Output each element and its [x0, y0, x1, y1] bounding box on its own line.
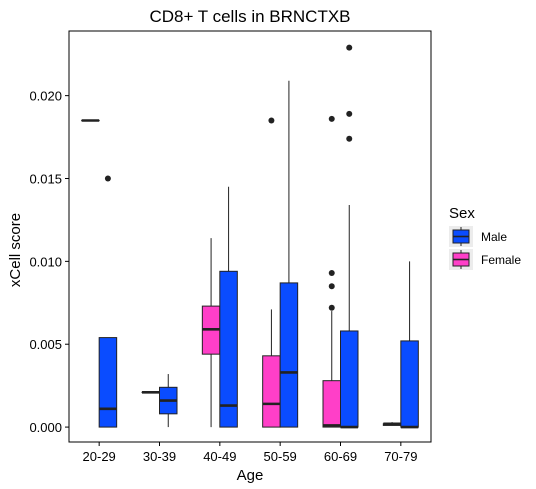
box-body [340, 330, 359, 428]
legend-label: Male [481, 230, 507, 244]
outlier-point [346, 44, 353, 51]
box-female-70-79 [382, 422, 402, 426]
box-marks [81, 44, 419, 429]
outlier-point [328, 115, 335, 122]
y-tick-label: 0.000 [29, 420, 62, 435]
box-body [322, 380, 341, 428]
chart-title: CD8+ T cells in BRNCTXB [149, 7, 350, 26]
outlier-point [346, 110, 353, 117]
legend-label: Female [481, 253, 521, 267]
box-male-70-79 [400, 261, 419, 429]
box-male-40-49 [219, 186, 238, 428]
outlier-point [104, 175, 111, 182]
y-tick-label: 0.020 [29, 89, 62, 104]
y-tick-label: 0.015 [29, 171, 62, 186]
y-axis: 0.000 0.005 0.010 0.015 0.020 [29, 89, 69, 435]
box-body [279, 282, 299, 428]
legend-item-female: Female [449, 249, 521, 270]
x-axis: 20-29 30-39 40-49 50-59 60-69 70-79 [83, 442, 417, 464]
box-female-40-49 [201, 238, 221, 428]
x-tick-label: 70-79 [384, 449, 417, 464]
y-tick-label: 0.010 [29, 254, 62, 269]
legend: Sex Male Female [449, 205, 521, 270]
x-tick-label: 60-69 [324, 449, 357, 464]
outlier-point [328, 283, 335, 290]
y-axis-label: xCell score [7, 213, 24, 287]
box-male-50-59 [279, 80, 299, 428]
box-body [219, 270, 238, 428]
box-male-60-69 [340, 44, 359, 429]
box-body [400, 340, 419, 428]
x-tick-label: 50-59 [264, 449, 297, 464]
x-axis-label: Age [237, 467, 264, 484]
x-tick-label: 40-49 [203, 449, 236, 464]
y-tick-label: 0.005 [29, 337, 62, 352]
box-body [98, 337, 118, 428]
outlier-point [328, 269, 335, 276]
outlier-point [346, 135, 353, 142]
box-body [262, 355, 281, 428]
x-tick-label: 30-39 [143, 449, 176, 464]
legend-item-male: Male [449, 226, 507, 247]
legend-title: Sex [449, 205, 475, 222]
outlier-point [268, 117, 275, 124]
x-tick-label: 20-29 [83, 449, 116, 464]
legend-items: Male Female [449, 226, 521, 270]
box-male-30-39 [159, 374, 178, 428]
outlier-point [328, 304, 335, 311]
plot-panel [68, 30, 432, 443]
box-male-20-29 [98, 175, 118, 428]
